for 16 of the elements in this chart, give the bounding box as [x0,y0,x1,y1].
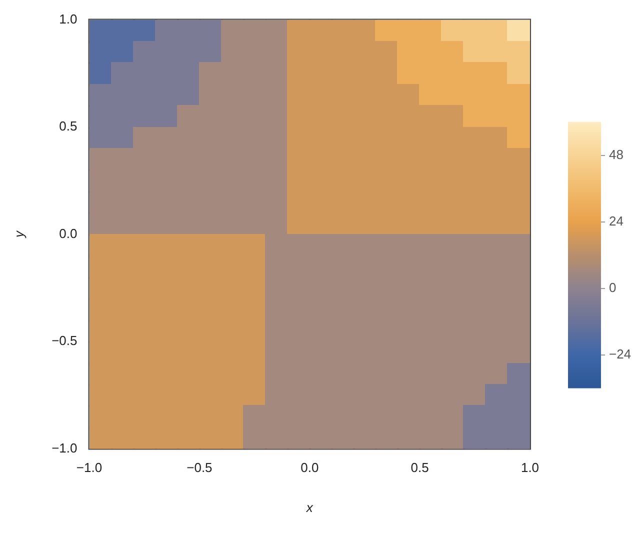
color-bar-label: 0 [609,280,616,295]
x-axis-title: x [305,500,314,515]
x-tick-label: 1.0 [520,460,540,476]
y-tick-label: −0.5 [52,333,78,348]
y-axis-title: y [11,230,26,239]
y-tick-label: 1.0 [59,11,78,26]
color-bar-label: −24 [609,346,632,362]
y-tick-label: −1.0 [52,440,78,456]
x-tick-label: −1.0 [76,460,102,476]
y-tick-label: 0.0 [59,226,78,241]
color-bar-label: 48 [609,146,624,162]
x-tick-label: −0.5 [186,460,212,476]
color-bar-label: 24 [609,213,624,228]
x-tick-label: 0.0 [300,460,319,476]
y-tick-label: 0.5 [59,118,78,134]
x-tick-label: 0.5 [410,460,429,476]
